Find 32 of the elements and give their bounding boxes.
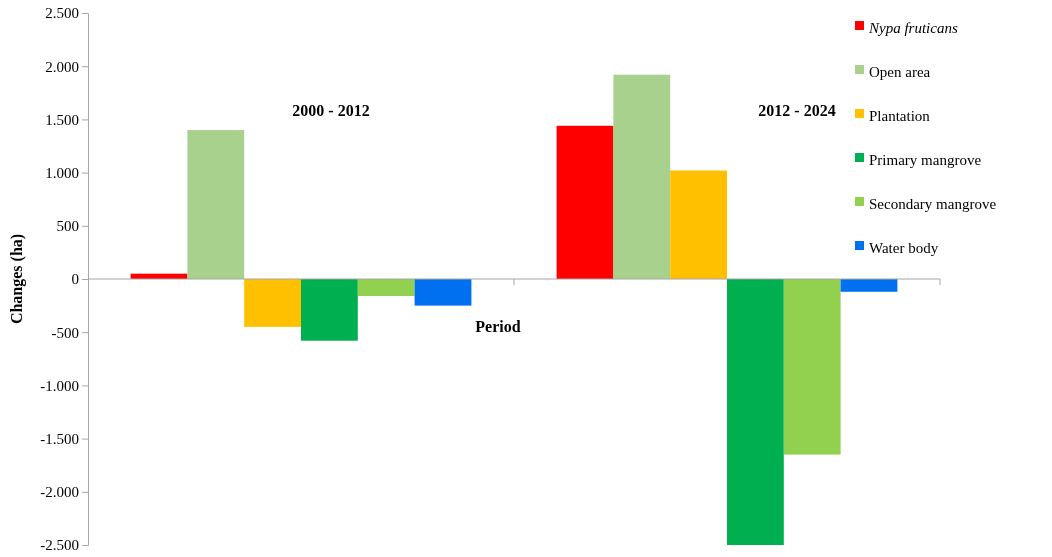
bar xyxy=(187,130,245,279)
x-tick-label: 2000 - 2012 xyxy=(292,102,370,119)
legend-label: Plantation xyxy=(869,108,931,125)
bar xyxy=(556,125,614,279)
y-tick-label: -500 xyxy=(51,324,79,341)
y-tick-label: 1.500 xyxy=(45,111,79,128)
y-tick-label: 1.000 xyxy=(45,164,79,181)
legend-label: Open area xyxy=(869,64,931,81)
y-tick-label: 500 xyxy=(56,218,79,235)
bar xyxy=(244,279,301,327)
bar xyxy=(613,74,671,279)
bar xyxy=(670,170,727,279)
y-tick-label: -1.000 xyxy=(40,377,79,394)
bar xyxy=(414,279,472,306)
legend-label: Water body xyxy=(869,240,939,257)
y-tick-label: -2.500 xyxy=(40,537,79,554)
bar xyxy=(840,279,898,292)
y-tick-label: 2.500 xyxy=(45,5,79,22)
bar xyxy=(783,279,841,455)
bar xyxy=(357,279,415,297)
y-tick-label: -2.000 xyxy=(40,484,79,501)
y-tick-label: -1.500 xyxy=(40,430,79,447)
y-tick-label: 0 xyxy=(71,271,79,288)
x-tick-label: 2012 - 2024 xyxy=(758,102,836,119)
bar xyxy=(727,279,784,545)
legend-label: Nypa fruticans xyxy=(868,20,958,37)
x-axis-title: Period xyxy=(475,318,521,335)
legend-label: Primary mangrove xyxy=(869,152,982,169)
y-tick-label: 2.000 xyxy=(45,58,79,75)
legend-label: Secondary mangrove xyxy=(869,196,997,213)
y-axis-title: Changes (ha) xyxy=(8,233,26,325)
bar xyxy=(301,279,358,341)
